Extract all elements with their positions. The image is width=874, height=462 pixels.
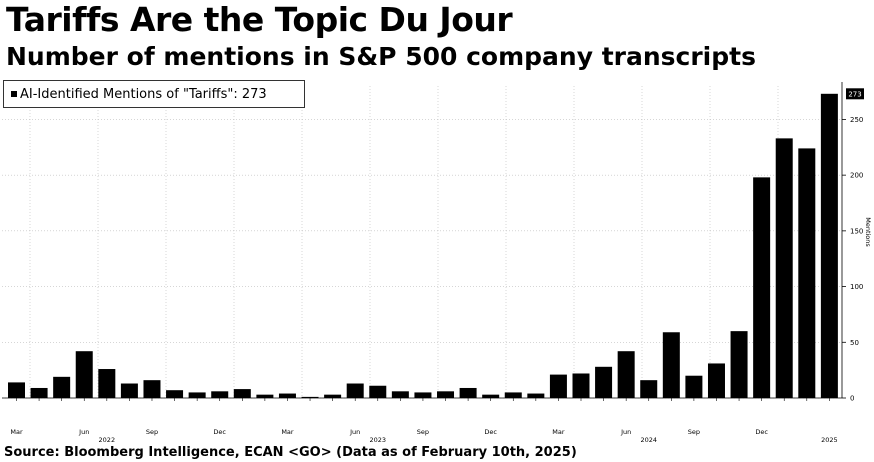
x-tick-label: Sep: [417, 428, 429, 436]
bar: [75, 351, 93, 398]
y-tick-label: 250: [850, 116, 863, 124]
bar: [143, 380, 161, 398]
chart-subtitle: Number of mentions in S&P 500 company tr…: [6, 42, 756, 71]
bar: [640, 380, 658, 398]
x-tick-label: Jun: [78, 428, 89, 436]
axis-labels: 0 50 100 150 200 250 Mar Jun Sep Dec Mar Jun Sep Dec M…: [10, 88, 872, 444]
bar: [53, 376, 71, 398]
y-axis-title: Mentions: [864, 217, 872, 247]
bar: [30, 387, 48, 398]
bar: [414, 392, 432, 398]
y-tick-label: 100: [850, 283, 863, 291]
source-note: Source: Bloomberg Intelligence, ECAN <GO…: [4, 445, 577, 460]
bar: [595, 366, 613, 398]
bar: [211, 391, 229, 398]
y-tick-label: 50: [850, 339, 859, 347]
bar: [798, 148, 816, 398]
bar: [98, 369, 116, 398]
bar: [369, 385, 387, 398]
x-tick-label: Mar: [10, 428, 23, 436]
y-tick-label: 0: [850, 395, 854, 403]
bar: [278, 393, 296, 398]
last-value-label: 273: [848, 90, 861, 98]
bar: [437, 391, 455, 398]
bar: [346, 383, 364, 398]
legend-swatch: [11, 91, 17, 97]
bars: [8, 93, 838, 399]
x-tick-label: Jun: [349, 428, 360, 436]
x-tick-label: Jun: [620, 428, 631, 436]
x-year-label: 2024: [640, 436, 657, 444]
legend-label: AI-Identified Mentions of "Tariffs": 273: [20, 86, 267, 102]
y-tick-label: 150: [850, 227, 863, 235]
grid-lines: [2, 86, 842, 399]
y-tick-label: 200: [850, 172, 863, 180]
bar: [8, 382, 25, 398]
bar: [166, 390, 184, 398]
x-tick-label: Dec: [484, 428, 497, 436]
x-tick-label: Dec: [213, 428, 226, 436]
bar: [188, 392, 206, 398]
bar: [459, 387, 477, 398]
bar: [707, 363, 725, 398]
bar: [527, 393, 545, 398]
bar: [120, 383, 138, 398]
bar: [324, 394, 342, 398]
legend: AI-Identified Mentions of "Tariffs": 273: [3, 80, 305, 108]
x-tick-label: Dec: [755, 428, 768, 436]
bar: [391, 391, 409, 398]
bar: [233, 389, 251, 398]
x-tick-label: Sep: [146, 428, 158, 436]
bar: [685, 375, 703, 398]
bar: [301, 396, 319, 398]
bar: [775, 138, 793, 398]
x-tick-label: Sep: [688, 428, 700, 436]
x-tick-label: Mar: [552, 428, 565, 436]
bar: [662, 332, 680, 398]
bar: [504, 392, 522, 398]
bar: [820, 93, 838, 399]
bar: [730, 331, 748, 398]
bar: [572, 373, 590, 398]
bar: [482, 394, 500, 398]
x-year-label: 2023: [370, 436, 387, 444]
x-year-label: 2022: [99, 436, 116, 444]
bar: [753, 177, 771, 398]
chart-title: Tariffs Are the Topic Du Jour: [6, 0, 513, 39]
bar-chart: 0 50 100 150 200 250 Mar Jun Sep Dec Mar Jun Sep Dec M…: [2, 82, 872, 444]
x-tick-label: Mar: [281, 428, 294, 436]
bar: [549, 374, 567, 398]
last-value-badge: [846, 88, 864, 100]
x-year-label: 2025: [821, 436, 838, 444]
bar: [256, 394, 274, 398]
bar: [617, 351, 635, 398]
axes: [2, 82, 846, 401]
